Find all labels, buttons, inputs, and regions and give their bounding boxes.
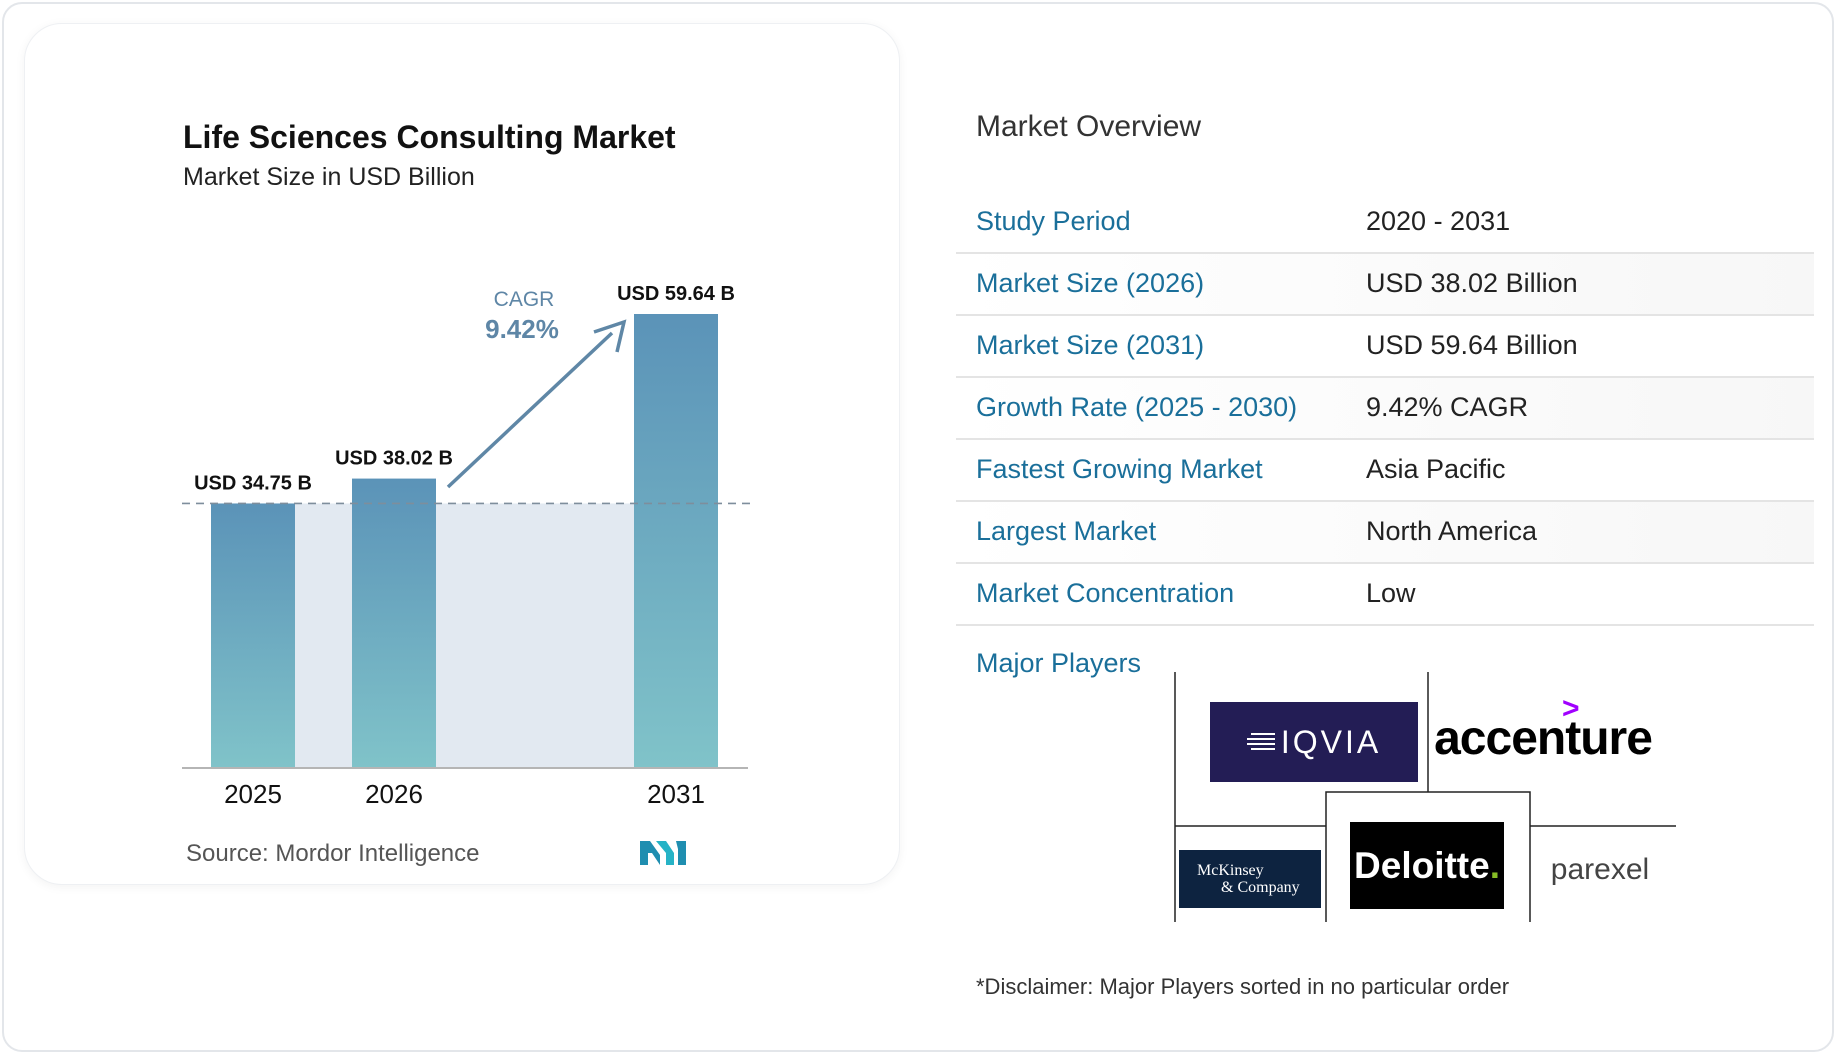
mckinsey-logo: McKinsey & Company — [1179, 850, 1321, 908]
overview-value: USD 59.64 Billion — [1366, 330, 1578, 360]
data-label-2025: USD 34.75 B — [194, 472, 312, 494]
parexel-logo: parexel — [1540, 850, 1660, 890]
bar-2026 — [352, 478, 436, 768]
bar-chart: USD 34.75 B 2025 USD 38.02 B 2026 USD 59.64 … — [182, 283, 752, 809]
bar-2031 — [634, 314, 718, 768]
iqvia-lines-icon — [1246, 733, 1275, 750]
source-name: Mordor Intelligence — [275, 840, 480, 867]
overview-value: 2020 - 2031 — [1366, 206, 1511, 236]
deloitte-logo-dot: . — [1489, 844, 1500, 886]
overview-value: USD 38.02 Billion — [1366, 268, 1578, 298]
overview-label: Largest Market — [976, 516, 1157, 546]
parexel-logo-text: parexel — [1550, 853, 1650, 886]
overview-row: Growth Rate (2025 - 2030) 9.42% CAGR — [956, 378, 1814, 440]
source-label: Source: — [186, 840, 269, 867]
iqvia-logo: IQVIA — [1210, 702, 1418, 782]
overview-row: Market Size (2031) USD 59.64 Billion — [956, 316, 1814, 378]
overview-row: Market Concentration Low — [956, 564, 1814, 626]
mckinsey-logo-line2: & Company — [1221, 879, 1300, 896]
bar-2025 — [211, 503, 295, 768]
x-tick-label-2026: 2026 — [365, 779, 423, 809]
cagr-arrow-head-icon — [593, 319, 627, 353]
cagr-arrow-line — [446, 331, 614, 489]
deloitte-logo-text: Deloitte — [1354, 844, 1490, 886]
overview-label: Study Period — [976, 206, 1131, 236]
overview-row: Fastest Growing Market Asia Pacific — [956, 440, 1814, 502]
source-note: Source: Mordor Intelligence — [186, 840, 480, 868]
overview-label: Market Size (2026) — [976, 268, 1205, 298]
disclaimer: *Disclaimer: Major Players sorted in no … — [976, 974, 1510, 999]
overview-label: Fastest Growing Market — [976, 454, 1263, 484]
data-label-2026: USD 38.02 B — [335, 448, 453, 470]
overview-label: Market Size (2031) — [976, 330, 1205, 360]
mckinsey-logo-line1: McKinsey — [1197, 862, 1264, 879]
iqvia-logo-text: IQVIA — [1280, 723, 1382, 760]
overview-label: Growth Rate (2025 - 2030) — [976, 392, 1298, 422]
overview-row: Market Size (2026) USD 38.02 Billion — [956, 254, 1814, 316]
chart-subtitle: Market Size in USD Billion — [183, 163, 475, 191]
chart-title: Life Sciences Consulting Market — [183, 119, 676, 155]
overview-row: Study Period 2020 - 2031 — [956, 192, 1814, 254]
overview-label: Market Concentration — [976, 578, 1235, 608]
cagr-label: CAGR — [494, 288, 555, 311]
overview-value: Low — [1366, 578, 1416, 608]
accenture-logo: > accenture — [1428, 692, 1658, 782]
overview-value: 9.42% CAGR — [1366, 392, 1529, 422]
x-tick-label-2031: 2031 — [647, 779, 705, 809]
mordor-logo-icon — [640, 841, 686, 865]
accenture-chevron-icon: > — [1562, 692, 1580, 725]
x-tick-label-2025: 2025 — [224, 779, 282, 809]
overview-title: Market Overview — [976, 110, 1202, 143]
overview-table: Study Period 2020 - 2031 Market Size (20… — [956, 192, 1814, 626]
overview-value: Asia Pacific — [1366, 454, 1506, 484]
overview-row: Largest Market North America — [956, 502, 1814, 564]
cagr-value: 9.42% — [485, 314, 559, 344]
data-label-2031: USD 59.64 B — [617, 283, 735, 305]
major-players-label: Major Players — [976, 648, 1142, 678]
deloitte-logo: Deloitte. — [1350, 822, 1504, 909]
accenture-logo-text: accenture — [1434, 711, 1653, 765]
overview-value: North America — [1366, 516, 1538, 546]
